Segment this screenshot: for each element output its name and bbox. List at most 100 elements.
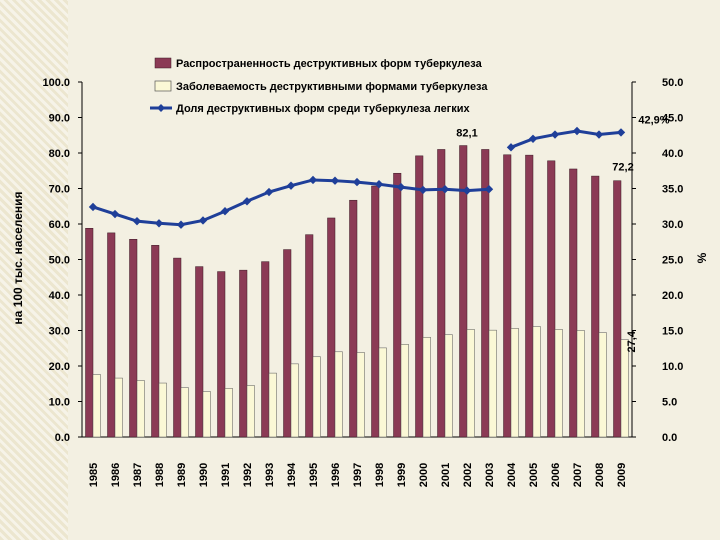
share-point (264, 187, 274, 197)
incidence-bar (400, 344, 409, 438)
prevalence-bar (327, 217, 336, 438)
x-tick-label: 1996 (330, 463, 342, 487)
prevalence-bar (547, 160, 556, 438)
share-point (506, 143, 516, 152)
prevalence-bar (437, 149, 446, 438)
incidence-bar (312, 356, 321, 438)
x-tick-labels: 1985 1986 1987 1988 1989 1990 1991 1992 1993 1994… (88, 462, 628, 487)
x-tick-label: 1990 (198, 463, 210, 487)
share-point (308, 175, 318, 185)
x-tick-label: 1986 (110, 463, 122, 487)
axis-titles: на 100 тыс. населения% (11, 191, 709, 324)
left-tick-label: 80.0 (49, 148, 70, 160)
x-tick-label: 1995 (308, 463, 320, 487)
prevalence-bar (217, 271, 226, 438)
prevalence-bar (525, 154, 534, 438)
prevalence-bar (283, 249, 292, 438)
annotation-peak-prevalence: 82,1 (456, 128, 477, 140)
legend-swatch-incidence (154, 80, 172, 92)
prevalence-bar (239, 269, 248, 438)
annotations: 82,1 72,2 42,9% 27,4 (456, 114, 670, 352)
right-tick-label: 30.0 (662, 219, 683, 231)
share-line (88, 126, 626, 229)
prevalence-bar (107, 232, 116, 438)
x-tick-label: 2004 (506, 462, 518, 487)
incidence-bar (466, 329, 475, 438)
incidence-bar (158, 382, 167, 438)
left-tick-label: 40.0 (49, 290, 70, 302)
incidence-bar (246, 385, 255, 438)
x-tick-label: 1994 (286, 462, 298, 487)
right-tick-label: 20.0 (662, 290, 683, 302)
prevalence-bar (613, 180, 622, 438)
x-tick-label: 2005 (528, 463, 540, 487)
left-tick-label: 0.0 (55, 432, 70, 444)
incidence-bar (356, 352, 365, 438)
x-tick-label: 1992 (242, 463, 254, 487)
x-tick-label: 1997 (352, 463, 364, 487)
right-tick-label: 5.0 (662, 397, 677, 409)
legend-label-incidence: Заболеваемость деструктивными формами ту… (176, 81, 488, 93)
share-point (132, 216, 142, 226)
right-axis-title: % (695, 252, 709, 263)
prevalence-bar (349, 199, 358, 438)
prevalence-bar (173, 257, 182, 438)
x-tick-label: 2008 (594, 463, 606, 487)
right-axis: 0.0 5.0 10.0 15.0 20.0 25.0 30.0 35.0 40.0 45.0 50… (631, 77, 683, 444)
share-point (154, 219, 164, 228)
incidence-bar (620, 339, 629, 438)
left-tick-label: 70.0 (49, 184, 70, 196)
legend-swatch-prevalence (154, 57, 172, 69)
x-tick-label: 2009 (616, 463, 628, 487)
share-point (286, 181, 296, 190)
share-point (396, 182, 406, 192)
bars (85, 145, 629, 438)
x-tick-label: 1985 (88, 463, 100, 487)
share-point (418, 185, 428, 195)
x-tick-label: 1993 (264, 463, 276, 487)
legend: Распространенность деструктивных форм ту… (150, 57, 488, 115)
x-tick-label: 1999 (396, 463, 408, 487)
incidence-bar (378, 347, 387, 438)
left-axis-title: на 100 тыс. населения (11, 191, 25, 324)
share-point (440, 185, 450, 194)
prevalence-bar (85, 228, 94, 438)
legend-label-share: Доля деструктивных форм среди туберкулез… (176, 103, 471, 115)
x-tick-label: 2006 (550, 463, 562, 487)
prevalence-bar (503, 154, 512, 438)
prevalence-bar (415, 155, 424, 438)
prevalence-bar (591, 175, 600, 438)
share-point (198, 216, 208, 225)
incidence-bar (532, 326, 541, 438)
right-tick-label: 10.0 (662, 361, 683, 373)
incidence-bar (136, 380, 145, 438)
prevalence-bar (305, 234, 314, 438)
incidence-bar (422, 336, 431, 438)
share-line-segment (510, 129, 622, 149)
share-point (242, 197, 252, 206)
right-tick-label: 35.0 (662, 184, 683, 196)
share-point (374, 180, 384, 189)
share-point (594, 130, 604, 139)
left-tick-label: 20.0 (49, 361, 70, 373)
annotation-last-share: 42,9% (638, 114, 669, 126)
share-point (330, 176, 340, 185)
incidence-bar (554, 329, 563, 438)
x-tick-label: 2003 (484, 463, 496, 487)
decorative-stripe (0, 0, 68, 540)
incidence-bar (290, 363, 299, 438)
prevalence-bar (569, 168, 578, 438)
prevalence-bar (481, 149, 490, 438)
share-point (528, 134, 538, 143)
prevalence-bar (151, 245, 160, 438)
right-tick-label: 15.0 (662, 326, 683, 338)
incidence-bar (598, 332, 607, 438)
right-tick-label: 40.0 (662, 148, 683, 160)
left-tick-label: 10.0 (49, 397, 70, 409)
left-tick-label: 30.0 (49, 326, 70, 338)
legend-label-prevalence: Распространенность деструктивных форм ту… (176, 58, 483, 70)
x-tick-label: 2001 (440, 463, 452, 487)
incidence-bar (488, 329, 497, 438)
incidence-bar (224, 388, 233, 438)
